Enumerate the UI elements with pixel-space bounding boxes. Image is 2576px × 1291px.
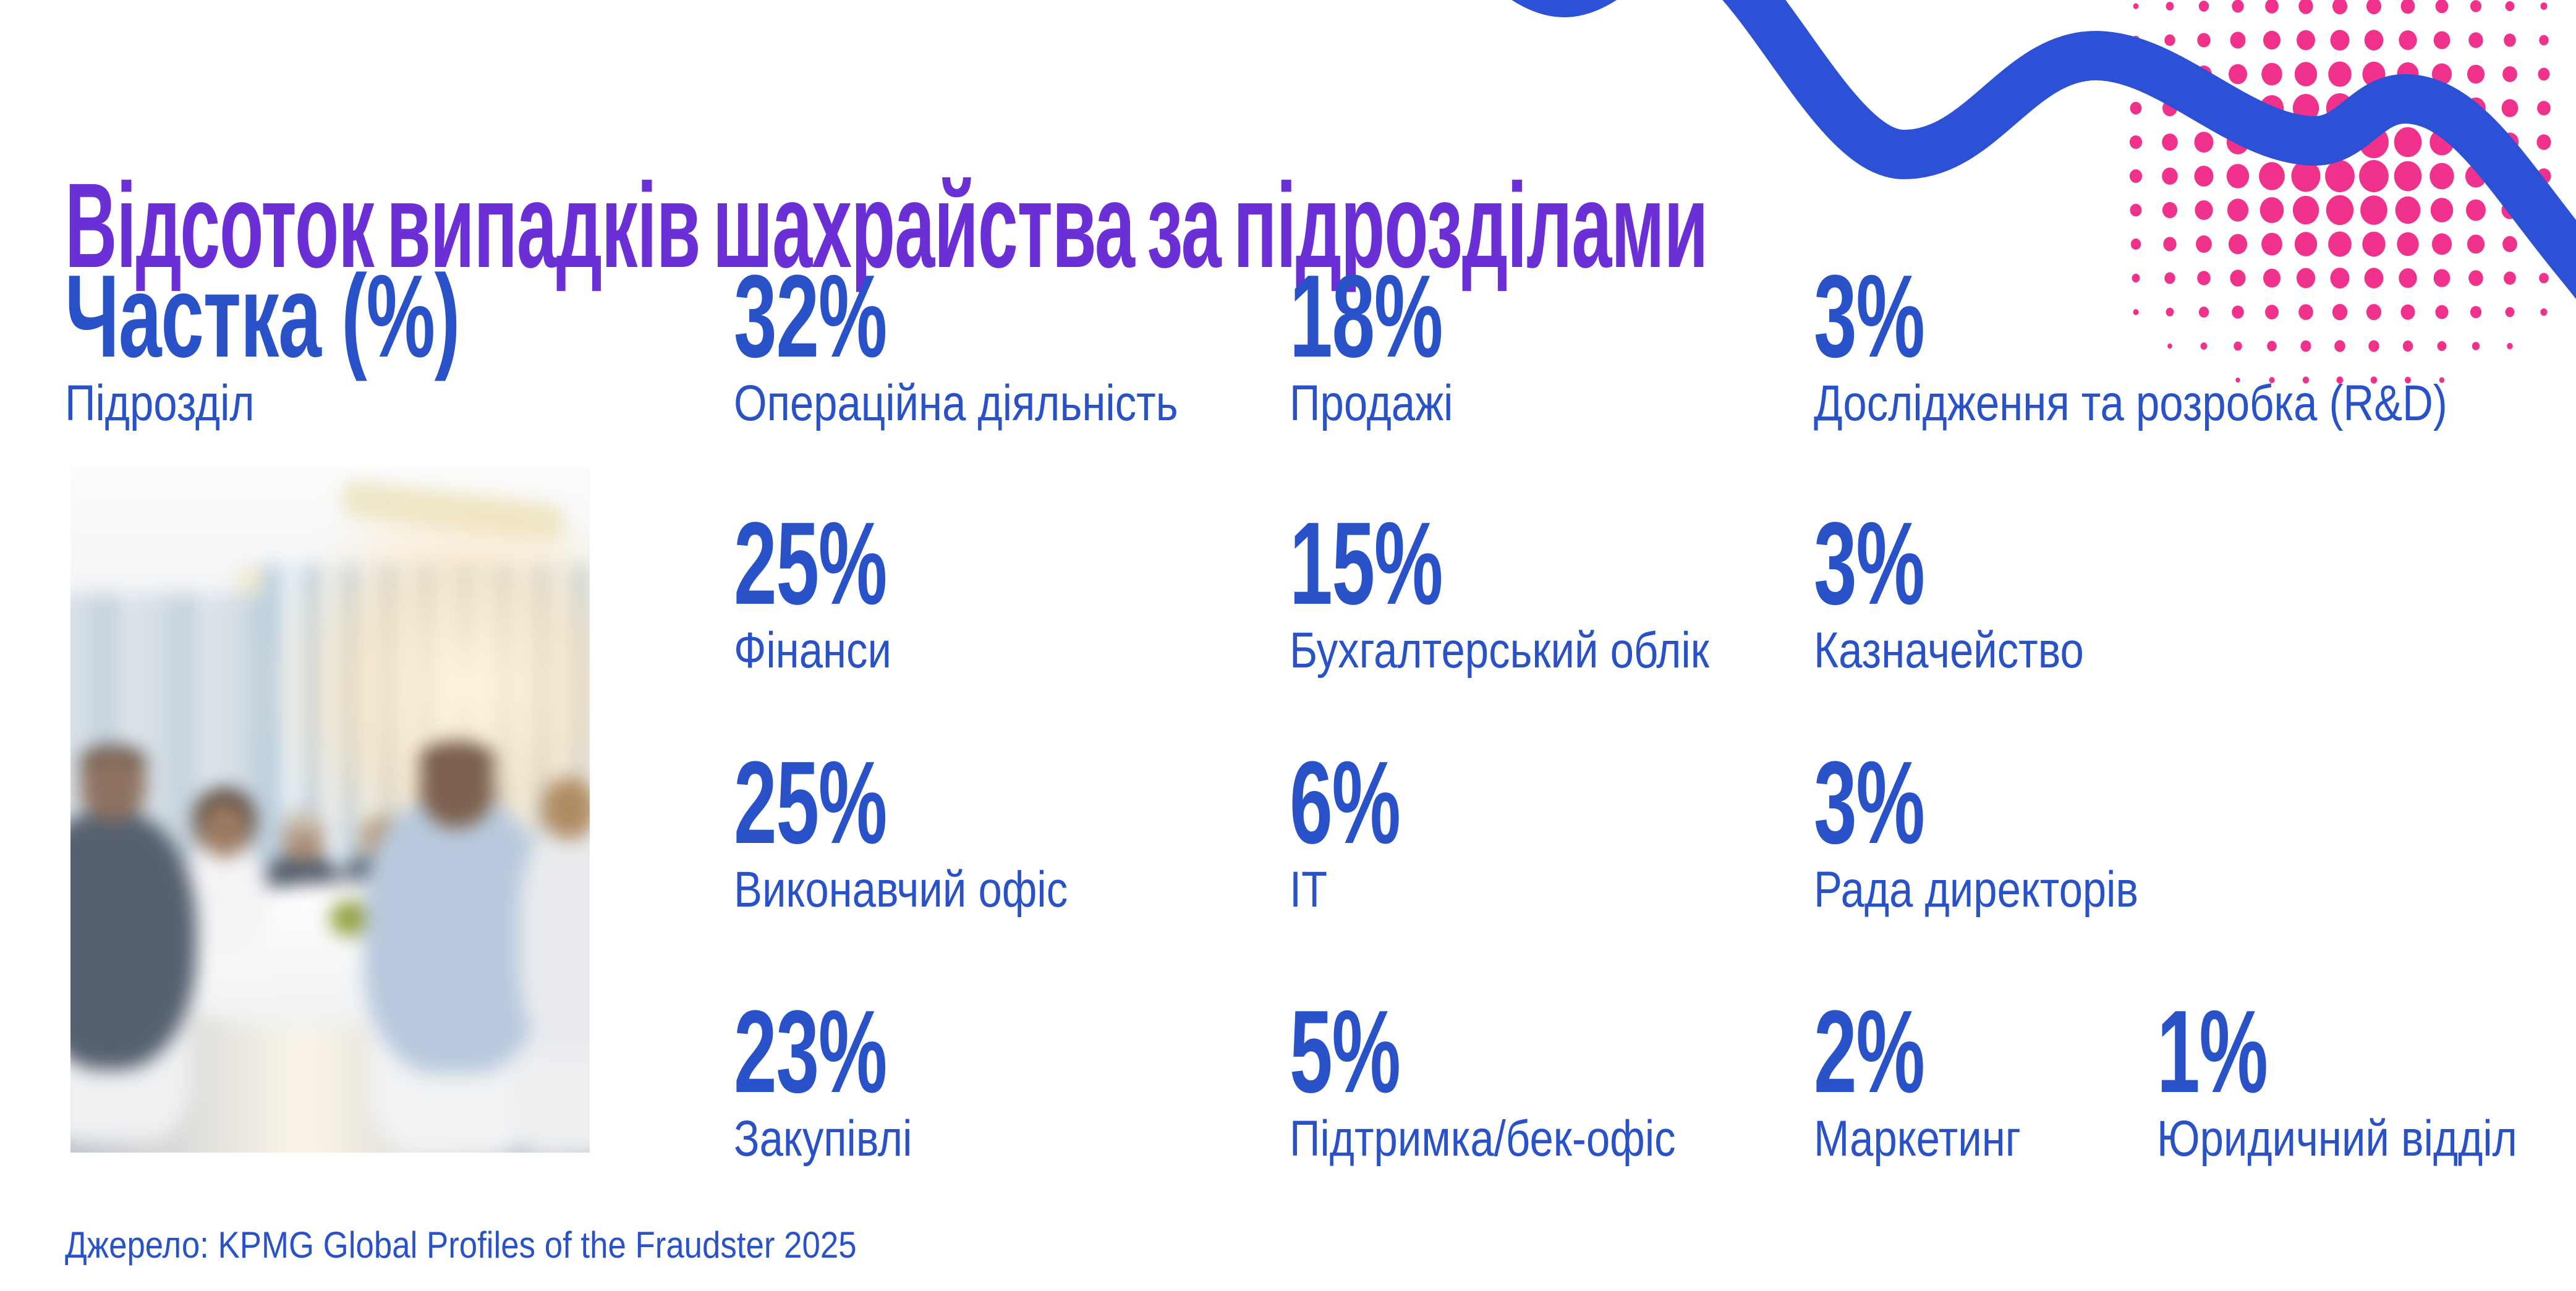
stat-cell: 5% Підтримка/бек-офіс: [1290, 993, 1749, 1167]
stat-label: Закупівлі: [734, 1111, 912, 1167]
stat-value: 18%: [1290, 251, 1443, 382]
stat-cell: 3% Казначейство: [1814, 505, 2135, 679]
stat-label: Виконавчий офіс: [734, 861, 1068, 918]
source-note: Джерело: KPMG Global Profiles of the Fra…: [65, 1224, 857, 1266]
stat-label: Рада директорів: [1814, 861, 2139, 918]
stat-value: 3%: [1814, 498, 1925, 629]
stat-value: 25%: [734, 498, 887, 629]
stat-value: 3%: [1814, 251, 1925, 382]
stat-cell: 1% Юридичний відділ: [2157, 993, 2576, 1167]
label-column-header: Підрозділ: [65, 375, 255, 431]
stat-value: 3%: [1814, 737, 1925, 868]
stat-value: 1%: [2157, 986, 2268, 1117]
stat-label: Продажі: [1290, 375, 1453, 431]
stat-label: Фінанси: [734, 622, 891, 679]
stat-cell: 6% ІТ: [1290, 744, 1457, 918]
wave-ribbon-graphic: [1511, 0, 2576, 299]
stat-value: 6%: [1290, 737, 1401, 868]
stat-label: Операційна діяльність: [734, 375, 1178, 431]
stat-label: Підтримка/бек-офіс: [1290, 1111, 1676, 1167]
stat-cell: 25% Виконавчий офіс: [734, 744, 1131, 918]
meeting-photo-scene: [70, 468, 590, 1153]
stat-value: 32%: [734, 251, 887, 382]
stat-label: Дослідження та розробка (R&D): [1814, 375, 2447, 431]
stat-value: 5%: [1290, 986, 1401, 1117]
stat-value: 15%: [1290, 498, 1443, 629]
stat-value: 23%: [734, 986, 887, 1117]
stat-label: Юридичний відділ: [2157, 1111, 2517, 1167]
value-column-header: Частка (%): [65, 251, 460, 382]
stat-cell: 3% Дослідження та розробка (R&D): [1814, 258, 2568, 431]
stat-label: Маркетинг: [1814, 1111, 2021, 1167]
stat-cell: 3% Рада директорів: [1814, 744, 2200, 918]
stat-cell: 32% Операційна діяльність: [734, 258, 1262, 431]
stat-cell: 23% Закупівлі: [734, 993, 965, 1167]
stat-cell: 15% Бухгалтерський облік: [1290, 505, 1789, 679]
meeting-photo: [70, 468, 590, 1153]
stat-cell: 18% Продажі: [1290, 258, 1521, 431]
stat-cell: 25% Фінанси: [734, 505, 965, 679]
page-title: Відсоток випадків шахрайства за підрозді…: [65, 158, 1708, 293]
stat-cell: 2% Маркетинг: [1814, 993, 2060, 1167]
stat-value: 25%: [734, 737, 887, 868]
stat-label: Бухгалтерський облік: [1290, 622, 1709, 679]
stat-value: 2%: [1814, 986, 1925, 1117]
stat-label: Казначейство: [1814, 622, 2084, 679]
stat-label: ІТ: [1290, 861, 1328, 918]
